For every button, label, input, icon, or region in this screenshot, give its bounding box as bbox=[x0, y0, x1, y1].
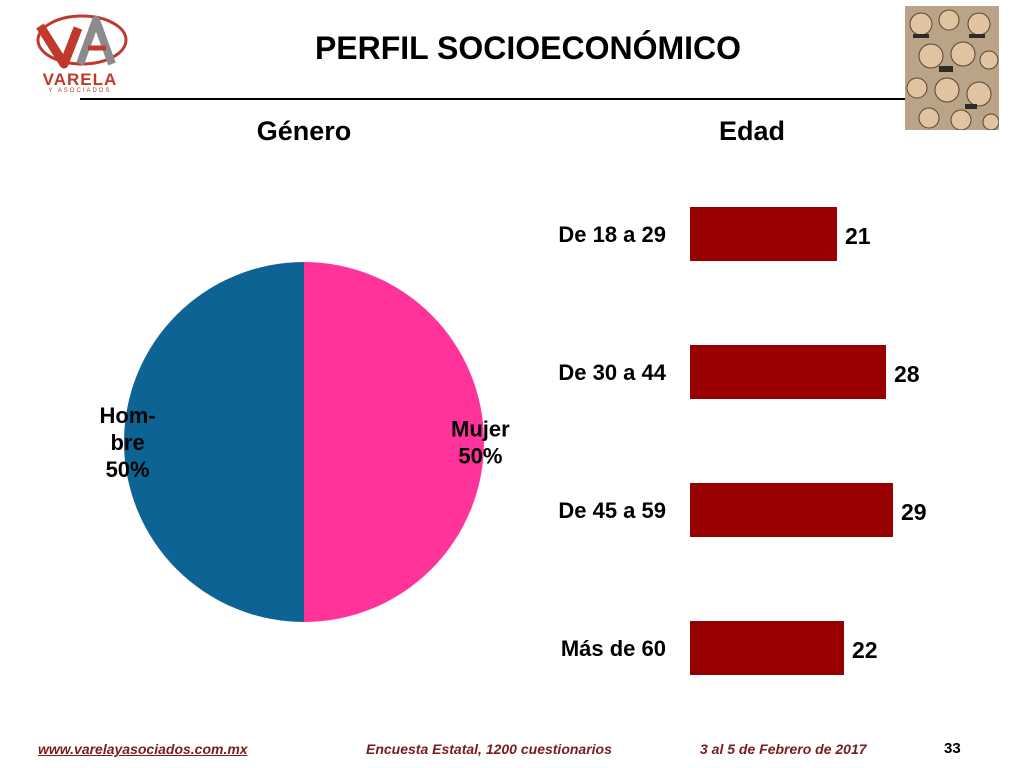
page-title: PERFIL SOCIOECONÓMICO bbox=[314, 30, 742, 66]
age-category-label: De 45 a 59 bbox=[558, 498, 666, 523]
pie-label-mujer: Mujer 50% bbox=[451, 417, 510, 469]
pie-label-line: 50% bbox=[458, 444, 502, 469]
pie-label-hombre: Hom-bre 50% bbox=[99, 403, 155, 482]
age-value-label: 21 bbox=[845, 223, 871, 249]
pie-label-line: Hom- bbox=[99, 403, 155, 428]
age-value-label: 28 bbox=[894, 361, 920, 387]
age-bar bbox=[690, 621, 844, 675]
age-bar bbox=[690, 207, 837, 261]
pie-label-line: 50% bbox=[106, 457, 150, 482]
age-category-label: De 30 a 44 bbox=[558, 360, 666, 385]
gender-section-title: Género bbox=[256, 116, 352, 146]
footer-survey-info: Encuesta Estatal, 1200 cuestionarios bbox=[366, 741, 612, 757]
company-logo: VARELA Y ASOCIADOS bbox=[30, 8, 130, 94]
pie-label-line: Mujer bbox=[451, 417, 510, 442]
page-number: 33 bbox=[944, 740, 961, 757]
logo-mark-icon bbox=[36, 14, 128, 69]
title-divider bbox=[80, 98, 910, 100]
gender-pie-chart: Mujer 50%Hom-bre 50% bbox=[99, 262, 510, 622]
age-bar bbox=[690, 483, 893, 537]
age-category-label: De 18 a 29 bbox=[558, 222, 666, 247]
people-collage-icon bbox=[905, 6, 999, 130]
footer-website-link[interactable]: www.varelayasociados.com.mx bbox=[38, 741, 248, 757]
pie-slice-hombre bbox=[124, 262, 304, 622]
pie-label-line: bre bbox=[110, 430, 144, 455]
age-bar bbox=[690, 345, 886, 399]
age-bar-chart: De 18 a 29 21 De 30 a 44 28 De 45 a 59 29 Más … bbox=[558, 207, 927, 675]
age-section-title: Edad bbox=[718, 116, 785, 146]
age-value-label: 22 bbox=[852, 637, 878, 663]
pie-slice-mujer bbox=[304, 262, 484, 622]
age-category-label: Más de 60 bbox=[561, 636, 666, 661]
age-value-label: 29 bbox=[901, 499, 927, 525]
logo-subtext: Y ASOCIADOS bbox=[48, 88, 112, 94]
footer-date: 3 al 5 de Febrero de 2017 bbox=[700, 741, 867, 757]
logo-text: VARELA bbox=[42, 70, 118, 89]
